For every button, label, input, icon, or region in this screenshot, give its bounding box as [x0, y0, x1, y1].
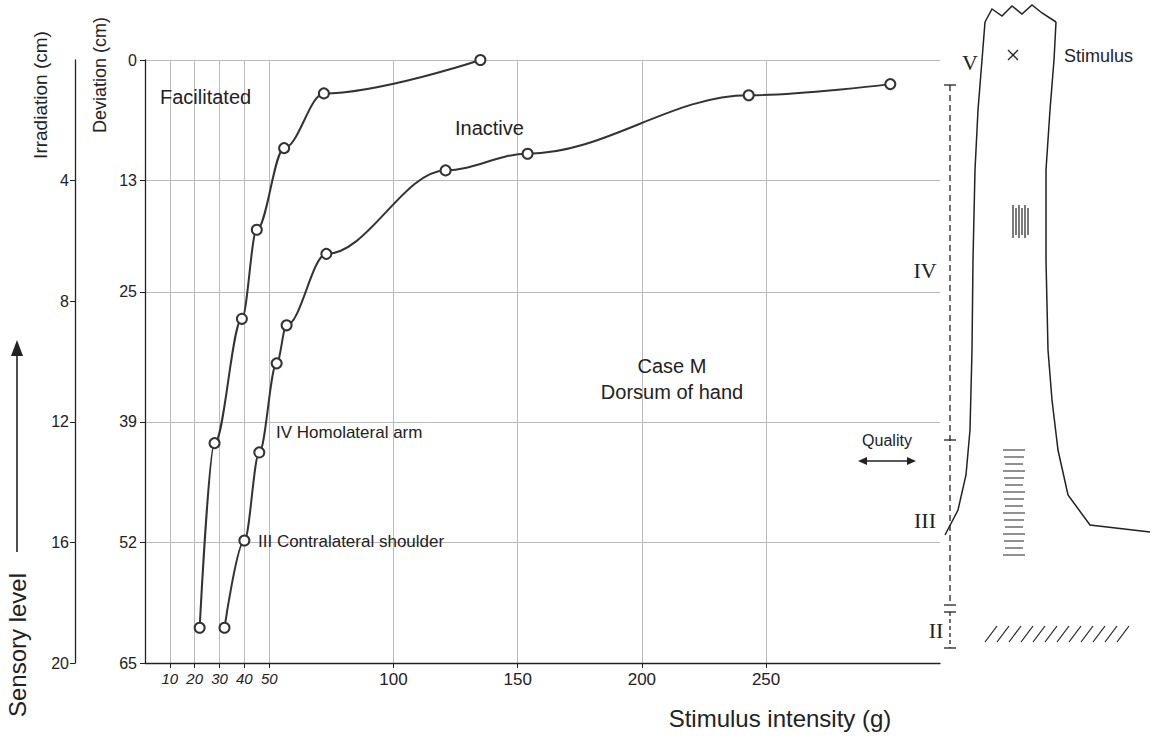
svg-text:II: II — [929, 618, 944, 643]
svg-text:Facilitated: Facilitated — [160, 86, 251, 108]
svg-text:8: 8 — [60, 293, 69, 310]
svg-text:Sensory level: Sensory level — [4, 573, 31, 717]
svg-text:200: 200 — [628, 670, 656, 689]
svg-text:IV Homolateral arm: IV Homolateral arm — [276, 423, 422, 442]
svg-text:20: 20 — [51, 655, 69, 672]
svg-text:Irradiation (cm): Irradiation (cm) — [30, 31, 51, 159]
svg-text:20: 20 — [185, 670, 203, 687]
svg-text:III Contralateral shoulder: III Contralateral shoulder — [258, 532, 444, 551]
svg-text:16: 16 — [51, 534, 69, 551]
svg-text:65: 65 — [119, 655, 137, 672]
svg-text:13: 13 — [119, 172, 137, 189]
svg-text:50: 50 — [261, 670, 278, 687]
svg-text:Stimulus intensity (g): Stimulus intensity (g) — [669, 705, 892, 732]
svg-text:Case M: Case M — [638, 355, 707, 377]
svg-text:0: 0 — [128, 52, 137, 69]
svg-text:Deviation (cm): Deviation (cm) — [90, 17, 110, 133]
svg-text:4: 4 — [60, 172, 69, 189]
svg-text:25: 25 — [119, 283, 137, 300]
svg-text:250: 250 — [752, 670, 780, 689]
svg-text:30: 30 — [211, 670, 228, 687]
svg-text:Inactive: Inactive — [455, 117, 524, 139]
svg-text:52: 52 — [119, 534, 137, 551]
svg-text:V: V — [962, 50, 978, 75]
svg-text:40: 40 — [236, 670, 253, 687]
svg-text:10: 10 — [162, 670, 179, 687]
svg-text:12: 12 — [51, 413, 69, 430]
svg-text:150: 150 — [503, 670, 531, 689]
svg-text:Quality: Quality — [862, 432, 912, 449]
svg-text:100: 100 — [379, 670, 407, 689]
svg-text:III: III — [914, 508, 936, 533]
svg-text:39: 39 — [119, 413, 137, 430]
svg-text:IV: IV — [913, 258, 936, 283]
svg-text:Dorsum of hand: Dorsum of hand — [601, 381, 743, 403]
svg-text:Stimulus: Stimulus — [1064, 46, 1133, 66]
